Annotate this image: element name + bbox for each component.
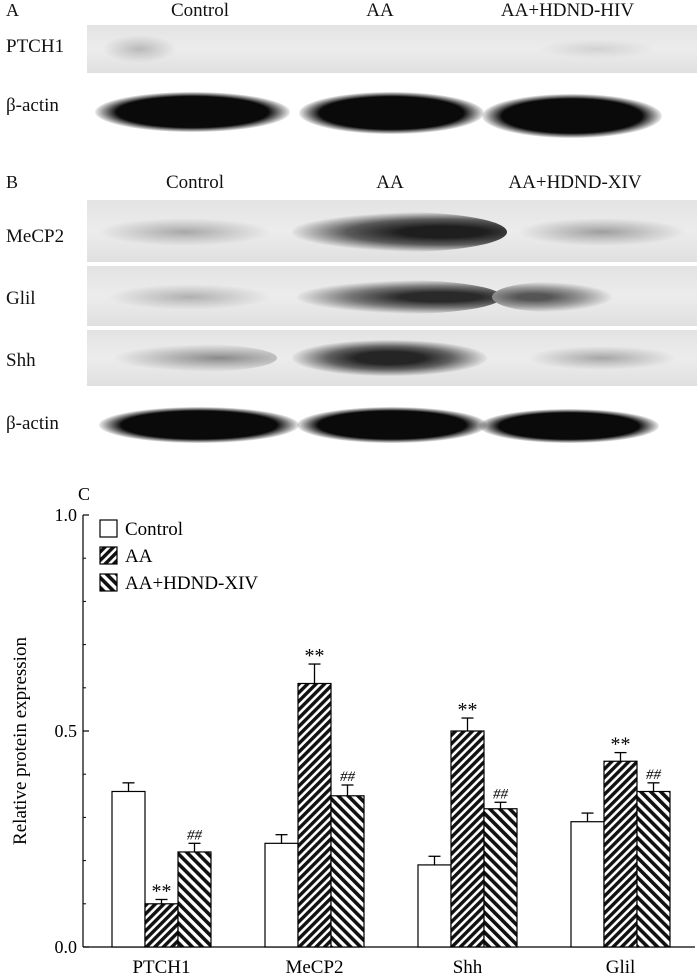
legend-label-aa-hdnd-xiv: AA+HDND-XIV xyxy=(125,573,258,594)
x-tick-label: MeCP2 xyxy=(285,957,343,978)
x-tick-label: PTCH1 xyxy=(132,957,190,978)
blot-mecp2 xyxy=(87,200,697,262)
legend-swatch-aa-hdnd-xiv xyxy=(99,573,118,592)
significance-label: ## xyxy=(646,767,662,783)
chart-axes: 0.0 0.5 1.0 Relative protein expression PTCH… xyxy=(10,505,695,978)
bar-chart: C 0.0 0.5 1.0 Relative protein expression PT… xyxy=(10,484,695,978)
bar-glil-aa-hdnd-xiv xyxy=(636,790,671,948)
blot-ptch1 xyxy=(87,25,697,73)
band-actin-b-control xyxy=(99,407,299,443)
band-mecp2-aa xyxy=(292,212,507,252)
bar-ptch1-aa-hdnd-xiv xyxy=(177,851,212,948)
bar-mecp2-aa xyxy=(297,682,332,948)
y-tick-label: 1.0 xyxy=(55,505,78,525)
bar-mecp2-aa-hdnd-xiv xyxy=(330,795,365,948)
bar-glil-control xyxy=(570,821,605,948)
bar-shh-aa-hdnd-xiv xyxy=(483,808,518,948)
panel-b-col-control: Control xyxy=(165,172,225,193)
legend-label-control: Control xyxy=(125,519,183,540)
significance-label: ## xyxy=(187,827,203,843)
band-mecp2-aa-hdnd xyxy=(517,218,687,246)
band-shh-control xyxy=(112,344,277,372)
panel-b-letter: B xyxy=(6,172,19,192)
bar-glil-aa xyxy=(603,760,638,948)
panel-a-letter: A xyxy=(6,0,19,20)
blot-shh xyxy=(87,330,697,386)
y-tick-label: 0.0 xyxy=(55,937,78,957)
y-tick-label: 0.5 xyxy=(55,721,78,741)
panel-a-col-control: Control xyxy=(170,0,230,21)
chart-legend: Control AA AA+HDND-XIV xyxy=(99,519,258,594)
significance-label: ** xyxy=(152,880,172,902)
band-shh-aa xyxy=(292,340,487,376)
panel-b-row-mecp2: MeCP2 xyxy=(6,226,65,247)
blot-actin-a xyxy=(87,80,697,150)
panel-a-col-aa: AA xyxy=(366,0,394,21)
band-shh-aa-hdnd xyxy=(527,346,677,370)
bar-shh-control xyxy=(417,864,452,948)
bar-mecp2-control xyxy=(264,842,299,948)
band-actin-a-aa xyxy=(299,92,484,134)
blot-glil xyxy=(87,266,697,326)
band-actin-a-aa-hdnd xyxy=(482,94,662,138)
legend-swatch-aa xyxy=(99,546,118,565)
panel-b-col-aa: AA xyxy=(376,172,404,193)
legend-label-aa: AA xyxy=(125,546,153,567)
band-actin-b-aa xyxy=(297,407,487,443)
significance-label: ** xyxy=(305,645,325,667)
panel-a-col-aa-hdnd: AA+HDND-HIV xyxy=(500,0,635,21)
significance-label: ## xyxy=(493,786,509,802)
legend-swatch-control xyxy=(99,519,118,538)
panel-a-row-ptch1: PTCH1 xyxy=(6,36,65,57)
x-tick-label: Glil xyxy=(606,957,636,978)
panel-b-row-actin: β-actin xyxy=(6,413,59,434)
band-glil-aa-hdnd xyxy=(492,282,612,312)
panel-b-col-aa-hdnd: AA+HDND-XIV xyxy=(508,172,642,193)
band-glil-aa xyxy=(297,280,502,314)
panel-a-row-actin: β-actin xyxy=(6,95,59,116)
bar-shh-aa xyxy=(450,730,485,948)
x-tick-label: Shh xyxy=(453,957,483,978)
blot-actin-b xyxy=(87,395,697,457)
significance-label: ** xyxy=(458,699,478,721)
significance-label: ## xyxy=(340,769,356,785)
significance-label: ** xyxy=(611,734,631,756)
y-axis-label: Relative protein expression xyxy=(10,637,31,845)
panel-b-row-glil: Glil xyxy=(6,288,36,309)
bar-ptch1-control xyxy=(111,790,146,948)
band-actin-a-control xyxy=(95,92,290,132)
chart-bars: ** ## ** ## ** ## ** ## xyxy=(111,645,671,948)
band-ptch1-control xyxy=(102,35,177,63)
panel-b-row-shh: Shh xyxy=(6,350,36,371)
band-glil-control xyxy=(107,284,272,310)
band-actin-b-aa-hdnd xyxy=(479,409,659,443)
band-ptch1-aa-hdnd xyxy=(537,39,657,59)
band-mecp2-control xyxy=(97,218,272,246)
panel-c-letter: C xyxy=(78,484,90,504)
bar-ptch1-aa xyxy=(144,903,179,948)
